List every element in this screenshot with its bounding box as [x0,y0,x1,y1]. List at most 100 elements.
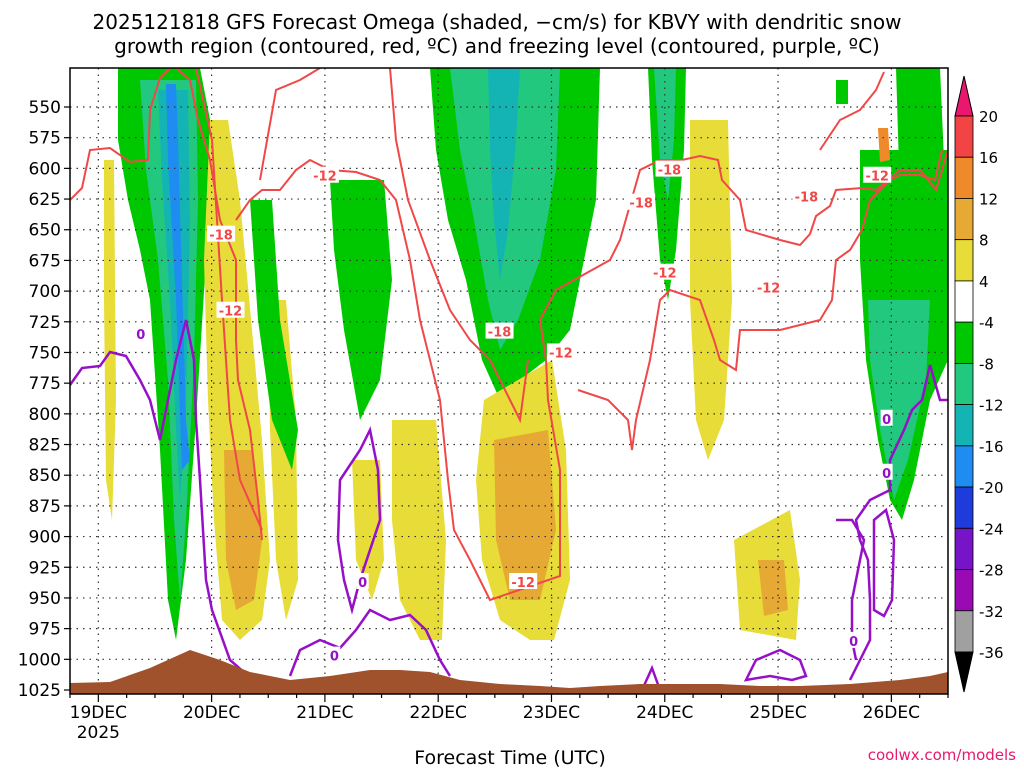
contour-labels: -12 -18 -12 -18 -12 -18 -18 -12 -12 -18 -12 -12 0 0 0 0… [134,160,893,665]
x-tick-label: 25DEC [749,703,806,723]
y-tick-label: 900 [29,528,61,548]
red-contour-line [819,71,885,151]
red-contour-label: -12 [865,170,889,185]
y-tick-label: 700 [29,282,61,302]
y-tick-label: 1025 [18,681,61,701]
y-tick-label: 775 [29,374,61,394]
y-tick-label: 750 [29,343,61,363]
purple-contour-label-bg [847,631,860,648]
red-contour-label-bg [216,301,245,318]
colorbar-label: -8 [979,355,994,373]
colorbar-label: -4 [979,314,994,332]
purple-contour-label-bg [880,409,893,426]
colorbar-top-arrow [954,75,974,117]
purple-contour-label: 0 [358,576,367,591]
red-contour-label: -12 [653,267,677,282]
x-axis-label: Forecast Time (UTC) [414,747,605,768]
omega-region-green [836,80,848,104]
omega-region-blue [166,84,190,470]
red-contour-label-bg [655,160,684,177]
y-tick-label: 650 [29,221,61,241]
red-contour-label-bg [863,166,892,183]
purple-contour-label: 0 [849,635,858,650]
colorbar-band [954,610,974,653]
colorbar-label: -16 [979,438,1004,456]
red-contour-label: -12 [511,576,535,591]
y-tick-label: 950 [29,589,61,609]
chart-title-line-2: growth region (contoured, red, ºC) and f… [114,34,880,58]
x-tick-label: 23DEC [523,703,580,723]
red-contour-label: -18 [658,164,682,179]
y-tick-label: 1000 [18,650,61,670]
x-tick-label: 19DEC [70,703,127,723]
red-contour-label-bg [754,278,783,295]
red-contour-line [195,68,263,531]
x-tick-label: 22DEC [410,703,467,723]
chart-title-line-1: 2025121818 GFS Forecast Omega (shaded, −… [93,10,902,34]
colorbar-bottom-arrow [954,651,974,693]
red-contour-label: -18 [629,197,653,212]
credit-link[interactable]: coolwx.com/models [868,746,1016,764]
y-tick-label: 925 [29,558,61,578]
red-contour-label: -12 [219,305,243,320]
terrain-surface [70,650,948,694]
red-contour-line [389,68,529,424]
purple-contour-line [70,319,247,675]
red-contour-label-bg [207,225,236,242]
omega-region-orange [224,450,262,610]
y-tick-label: 825 [29,436,61,456]
red-contour-line [259,68,321,181]
purple-contour-label: 0 [882,413,891,428]
red-contour-label: -18 [488,326,512,341]
purple-contour-line [288,608,452,677]
x-tick-label: 20DEC [183,703,240,723]
y-tick-label: 575 [29,129,61,149]
colorbar-label: -28 [979,562,1004,580]
x-tick-sublabel: 2025 [77,723,120,743]
omega-region-orange [494,430,556,600]
colorbar-band [954,239,974,282]
plot-frame [69,67,949,695]
red-contour-label-bg [792,187,821,204]
x-tick-label: 24DEC [636,703,693,723]
colorbar-label: -32 [979,603,1004,621]
purple-contour-label: 0 [330,650,339,665]
colorbar-band [954,198,974,241]
purple-contour-label: 0 [882,467,891,482]
colorbar-band [954,527,974,570]
colorbar-label: -36 [979,644,1004,662]
colorbar-label: 4 [979,273,989,291]
colorbar-band [954,156,974,199]
omega-region-orange [878,128,890,162]
red-contour-label-bg [485,322,514,339]
y-tick-label: 675 [29,251,61,271]
purple-contour-line [848,364,948,681]
colorbar-label: -24 [979,520,1004,538]
y-axis: 550 575 600 625 650 675 700 725 750 775 800 825 850 8… [18,98,70,701]
colorbar-band [954,569,974,612]
y-tick-label: 725 [29,313,61,333]
omega-region-yellow [690,120,732,460]
colorbar-label: -20 [979,479,1004,497]
red-contour-line [70,68,171,201]
y-tick-label: 875 [29,497,61,517]
y-tick-label: 800 [29,405,61,425]
colorbar-band [954,445,974,488]
colorbar: 20 16 12 8 4 -4 -8 -12 -16 -20 -24 -28 -32 -36 [954,75,1004,693]
red-contour-line [175,68,263,541]
purple-contour-label-bg [356,572,369,589]
y-tick-label: 975 [29,620,61,640]
colorbar-label: 20 [979,108,998,126]
omega-region-green [250,200,298,470]
red-contour-label: -12 [313,170,337,185]
colorbar-label: 16 [979,149,998,167]
x-tick-label: 26DEC [863,703,920,723]
purple-contour-line [872,507,896,618]
red-contour-label: -12 [757,281,781,296]
colorbar-label: 8 [979,232,989,250]
x-tick-label: 21DEC [296,703,353,723]
red-contour-label-bg [650,263,679,280]
purple-contour-label-bg [134,325,147,342]
